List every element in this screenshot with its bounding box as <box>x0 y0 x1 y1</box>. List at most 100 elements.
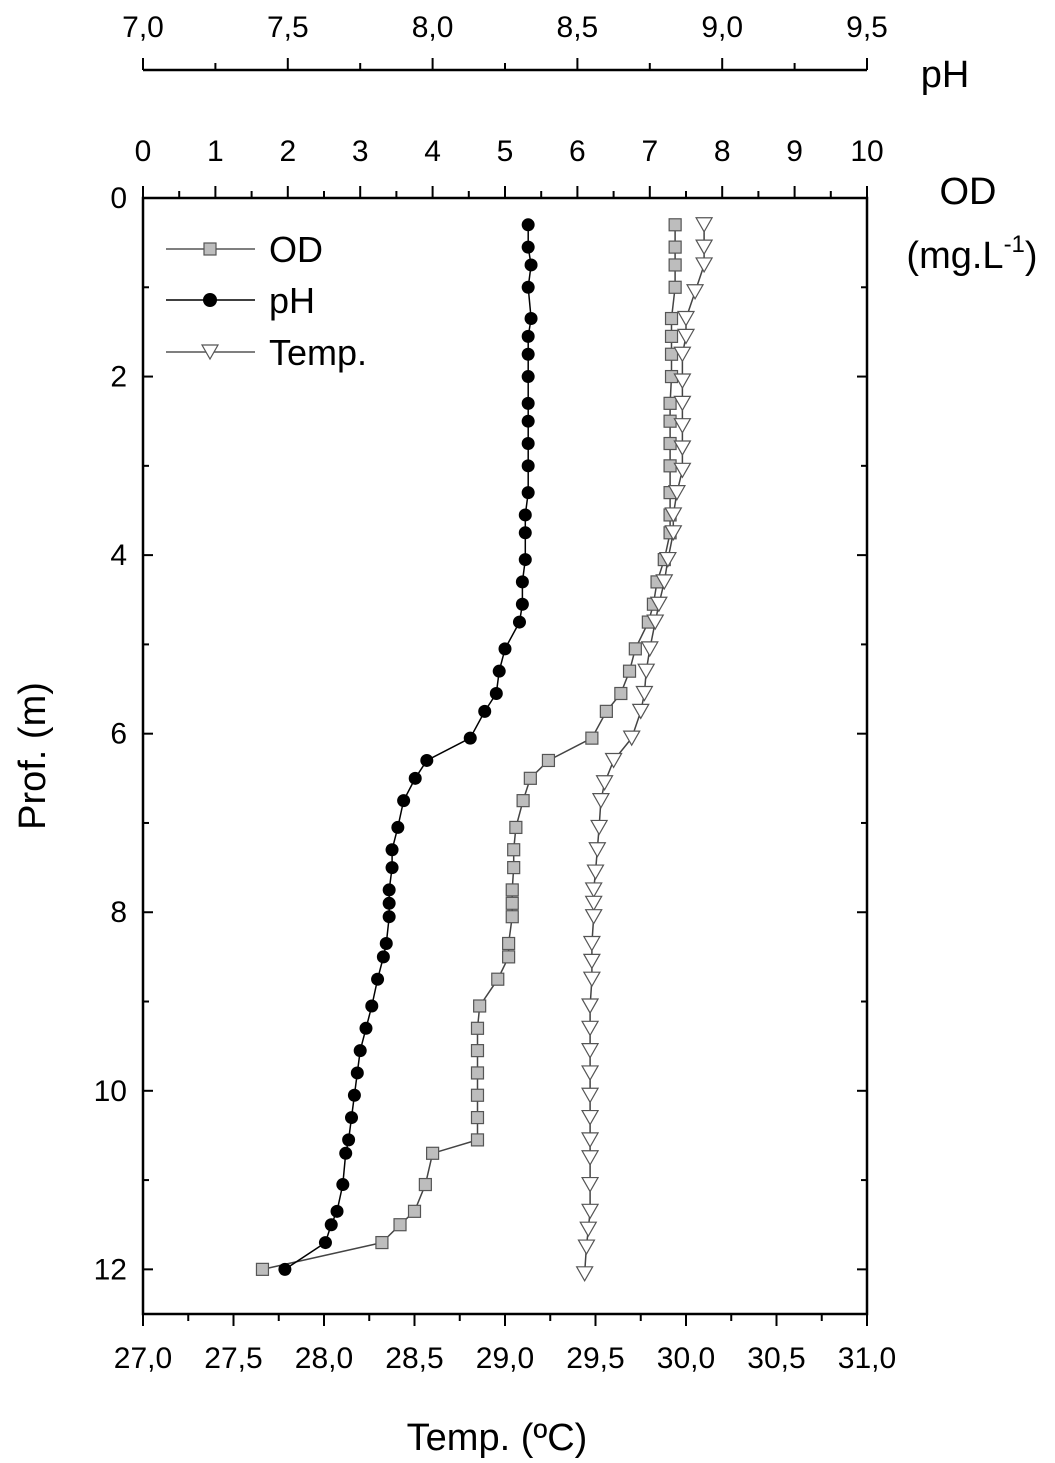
od-point <box>426 1146 440 1160</box>
od-point <box>663 436 677 451</box>
od-point <box>505 910 519 924</box>
temp-point <box>575 1266 594 1283</box>
temp-point <box>581 1109 600 1126</box>
od-point <box>507 860 521 875</box>
ph-point <box>518 526 532 540</box>
legend: OD pH Temp. <box>166 229 367 373</box>
ph-point <box>353 1044 367 1058</box>
ph-point <box>521 370 535 384</box>
temp-point <box>581 1087 600 1104</box>
temp-point <box>646 614 665 631</box>
temp-point <box>586 864 605 881</box>
od-tick-label: 2 <box>279 135 296 168</box>
od-point <box>668 258 682 272</box>
od-axis-unit-base: (mg.L <box>906 235 1003 277</box>
temp-point <box>649 596 668 613</box>
ph-point <box>345 1111 359 1125</box>
temp-tick-label: 27,5 <box>204 1342 262 1375</box>
ph-point <box>278 1262 292 1276</box>
ph-point <box>515 597 529 611</box>
legend-marker-od <box>203 242 217 256</box>
temp-tick-label: 28,0 <box>295 1342 353 1375</box>
legend-item-od: OD <box>166 229 323 270</box>
ph-tick-label: 8,5 <box>557 11 599 44</box>
od-tick-label: 8 <box>714 135 731 168</box>
ph-point <box>391 820 405 834</box>
temp-point <box>622 730 641 747</box>
temp-point <box>664 507 683 524</box>
od-axis-unit-close: ) <box>1025 235 1038 277</box>
ph-point <box>365 999 379 1013</box>
temp-point <box>664 525 683 542</box>
temp-point <box>581 1150 600 1166</box>
od-point <box>663 396 677 410</box>
ph-point <box>521 414 535 428</box>
temp-point <box>695 239 714 256</box>
temp-point <box>673 395 692 412</box>
od-axis-title: OD <box>940 171 997 213</box>
ph-point <box>518 553 532 567</box>
y-tick-label: 0 <box>110 182 127 215</box>
ph-point <box>382 896 396 910</box>
temp-point <box>581 1020 600 1037</box>
plot-frame <box>141 196 869 1316</box>
y-tick-label: 10 <box>94 1075 127 1108</box>
od-point <box>668 218 682 232</box>
y-tick-label: 6 <box>110 718 127 751</box>
temp-point <box>579 1221 598 1238</box>
temp-point <box>595 775 614 791</box>
temp-point <box>673 346 692 363</box>
od-point <box>505 896 519 910</box>
od-point <box>599 704 613 718</box>
temp-point <box>658 551 677 568</box>
temp-point <box>581 1203 600 1220</box>
ph-point <box>498 642 512 656</box>
temp-point <box>673 373 692 390</box>
ph-point <box>518 508 532 522</box>
ph-tick-label: 9,0 <box>701 11 743 44</box>
ph-point <box>385 843 399 857</box>
temp-point <box>581 1065 600 1082</box>
ph-point <box>347 1088 361 1102</box>
od-point <box>470 1110 485 1125</box>
temp-point <box>640 641 659 658</box>
od-tick-label: 4 <box>424 135 441 168</box>
temp-point <box>673 440 692 457</box>
od-point <box>516 794 530 808</box>
legend-marker-temp <box>200 344 220 361</box>
temp-point <box>591 793 610 809</box>
temp-point <box>581 1176 600 1193</box>
od-point <box>470 1021 485 1035</box>
ph-point <box>521 347 535 361</box>
temp-tick-label: 27,0 <box>114 1342 172 1375</box>
ph-point <box>521 396 535 410</box>
temp-point <box>695 217 714 233</box>
ph-point <box>376 950 390 964</box>
ph-tick-label: 8,0 <box>412 11 454 44</box>
od-point <box>505 883 519 897</box>
temp-point <box>676 328 696 345</box>
ph-point <box>336 1178 350 1192</box>
temp-point <box>590 819 609 836</box>
legend-label-temp: Temp. <box>269 332 367 373</box>
ph-point <box>521 486 535 500</box>
legend-item-temp: Temp. <box>166 332 367 373</box>
ph-point <box>521 437 535 451</box>
ph-point <box>420 753 434 767</box>
od-point <box>473 999 487 1013</box>
temp-point <box>655 574 674 591</box>
ph-point <box>339 1146 353 1160</box>
legend-label-ph: pH <box>269 280 315 321</box>
od-point <box>523 771 537 785</box>
ph-point <box>385 861 399 875</box>
ph-tick-label: 9,5 <box>846 11 888 44</box>
y-tick-label: 2 <box>110 361 127 394</box>
od-tick-label: 10 <box>850 135 883 168</box>
y-axis-title: Prof. (m) <box>12 682 54 830</box>
ph-point <box>371 972 385 986</box>
od-point <box>668 240 682 254</box>
ph-tick-label: 7,5 <box>267 11 309 44</box>
od-tick-label: 1 <box>207 135 224 168</box>
od-point <box>407 1204 422 1218</box>
